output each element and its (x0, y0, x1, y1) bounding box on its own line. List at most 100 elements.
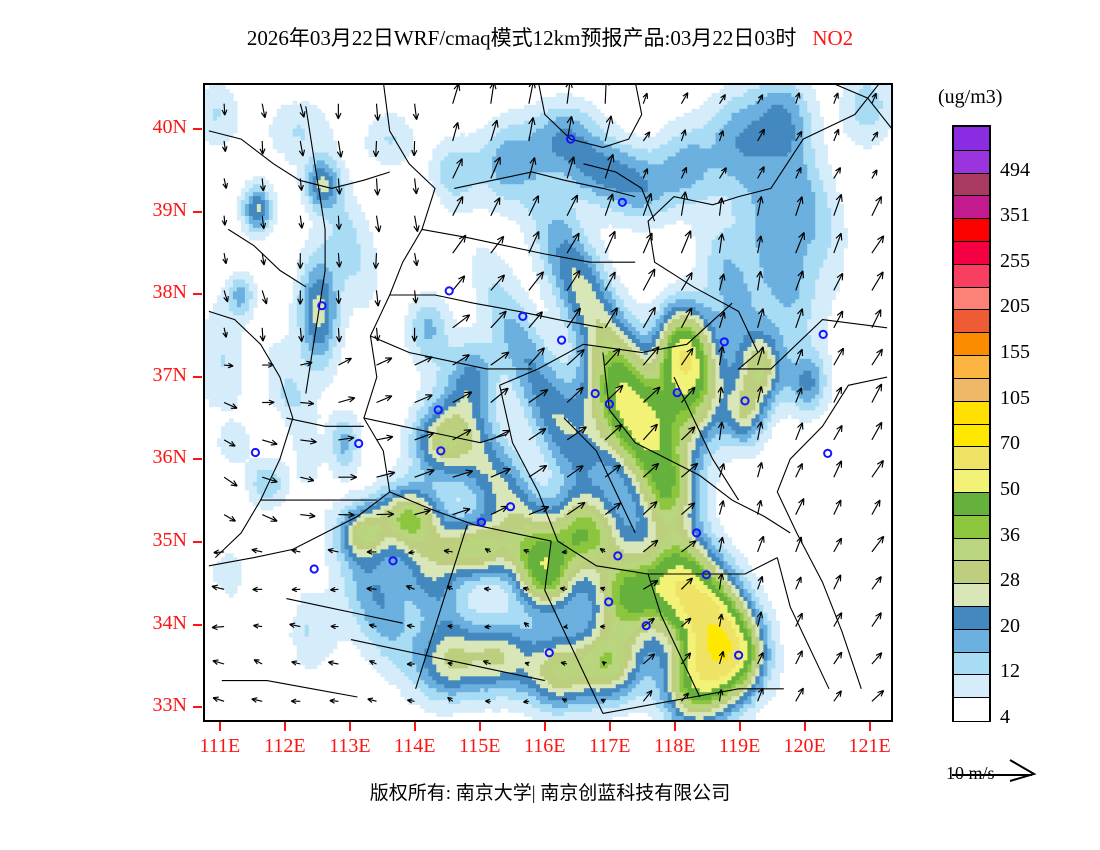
colorbar-separator (954, 674, 989, 676)
colorbar-separator (954, 491, 989, 493)
colorbar-separator (954, 560, 989, 562)
colorbar-separator (954, 241, 989, 243)
longitude-tick (673, 722, 676, 731)
colorbar-band (954, 241, 989, 265)
latitude-tick (193, 210, 202, 213)
longitude-tick (348, 722, 351, 731)
colorbar-tick-label: 4 (1000, 706, 1010, 728)
longitude-tick (738, 722, 741, 731)
wind-vector-field (211, 85, 885, 705)
colorbar-band (954, 355, 989, 379)
latitude-label: 39N (152, 198, 187, 221)
colorbar-separator (954, 514, 989, 516)
longitude-tick (478, 722, 481, 731)
longitude-label: 120E (783, 735, 826, 757)
colorbar-band (954, 469, 989, 493)
colorbar[interactable] (952, 125, 991, 722)
colorbar-separator (954, 218, 989, 220)
colorbar-separator (954, 332, 989, 334)
colorbar-separator (954, 423, 989, 425)
latitude-label: 40N (152, 116, 187, 139)
colorbar-tick-label: 20 (1000, 614, 1020, 637)
colorbar-separator (954, 469, 989, 471)
colorbar-separator (954, 286, 989, 288)
colorbar-band (954, 697, 989, 721)
colorbar-tick-label: 155 (1000, 341, 1030, 364)
colorbar-band (954, 514, 989, 539)
longitude-tick (868, 722, 871, 731)
longitude-label: 114E (394, 735, 436, 757)
page-title: 2026年03月22日WRF/cmaq模式12km预报产品:03月22日03时 N… (0, 22, 1100, 52)
colorbar-band (954, 423, 989, 447)
map-canvas (205, 85, 891, 720)
colorbar-band (954, 605, 989, 630)
colorbar-band (954, 377, 989, 402)
colorbar-band (954, 651, 989, 675)
colorbar-band (954, 332, 989, 356)
colorbar-separator (954, 377, 989, 379)
colorbar-tick-label: 255 (1000, 249, 1030, 272)
colorbar-tick-label: 494 (1000, 158, 1030, 181)
colorbar-tick-label: 36 (1000, 523, 1020, 546)
city-marker-icon-group (250, 134, 833, 660)
colorbar-tick-label: 50 (1000, 477, 1020, 500)
colorbar-tick-label: 28 (1000, 569, 1020, 592)
longitude-label: 121E (848, 735, 891, 757)
latitude-tick (193, 706, 202, 709)
latitude-tick (193, 375, 202, 378)
colorbar-band (954, 195, 989, 219)
colorbar-band (954, 491, 989, 516)
longitude-label: 118E (653, 735, 696, 757)
latitude-label: 33N (152, 694, 187, 717)
colorbar-band (954, 218, 989, 242)
colorbar-band (954, 583, 989, 607)
longitude-tick (608, 722, 611, 731)
map-plot-area[interactable] (203, 83, 893, 722)
wind-scale-label: 10 m/s (946, 763, 995, 783)
colorbar-separator (954, 172, 989, 174)
latitude-tick (193, 541, 202, 544)
longitude-label: 113E (329, 735, 371, 757)
latitude-label: 38N (152, 281, 187, 304)
longitude-label: 117E (588, 735, 631, 757)
administrative-boundaries (208, 85, 891, 714)
colorbar-tick-label: 351 (1000, 204, 1030, 227)
colorbar-separator (954, 195, 989, 197)
colorbar-separator (954, 605, 989, 607)
latitude-label: 35N (152, 529, 187, 552)
colorbar-band (954, 628, 989, 653)
longitude-tick (283, 722, 286, 731)
colorbar-band (954, 286, 989, 311)
colorbar-band (954, 263, 989, 288)
colorbar-tick-label: 105 (1000, 386, 1030, 409)
longitude-tick (543, 722, 546, 731)
longitude-tick (803, 722, 806, 731)
colorbar-band (954, 309, 989, 333)
latitude-tick (193, 293, 202, 296)
latitude-tick (193, 623, 202, 626)
colorbar-separator (954, 651, 989, 653)
colorbar-tick-label: 12 (1000, 660, 1020, 683)
longitude-label: 119E (718, 735, 761, 757)
title-main-text: 2026年03月22日WRF/cmaq模式12km预报产品:03月22日03时 (246, 26, 797, 50)
colorbar-separator (954, 400, 989, 402)
longitude-label: 116E (524, 735, 566, 757)
colorbar-separator (954, 628, 989, 630)
colorbar-band (954, 560, 989, 584)
colorbar-band (954, 537, 989, 561)
colorbar-separator (954, 149, 989, 151)
longitude-tick (218, 722, 221, 731)
colorbar-band (954, 127, 989, 151)
colorbar-separator (954, 446, 989, 448)
colorbar-band (954, 149, 989, 174)
latitude-tick (193, 458, 202, 461)
latitude-tick (193, 128, 202, 131)
colorbar-separator (954, 697, 989, 699)
longitude-label: 111E (199, 735, 241, 757)
colorbar-tick-label: 205 (1000, 295, 1030, 318)
latitude-label: 37N (152, 363, 187, 386)
colorbar-tick-label: 70 (1000, 432, 1020, 455)
colorbar-separator (954, 263, 989, 265)
